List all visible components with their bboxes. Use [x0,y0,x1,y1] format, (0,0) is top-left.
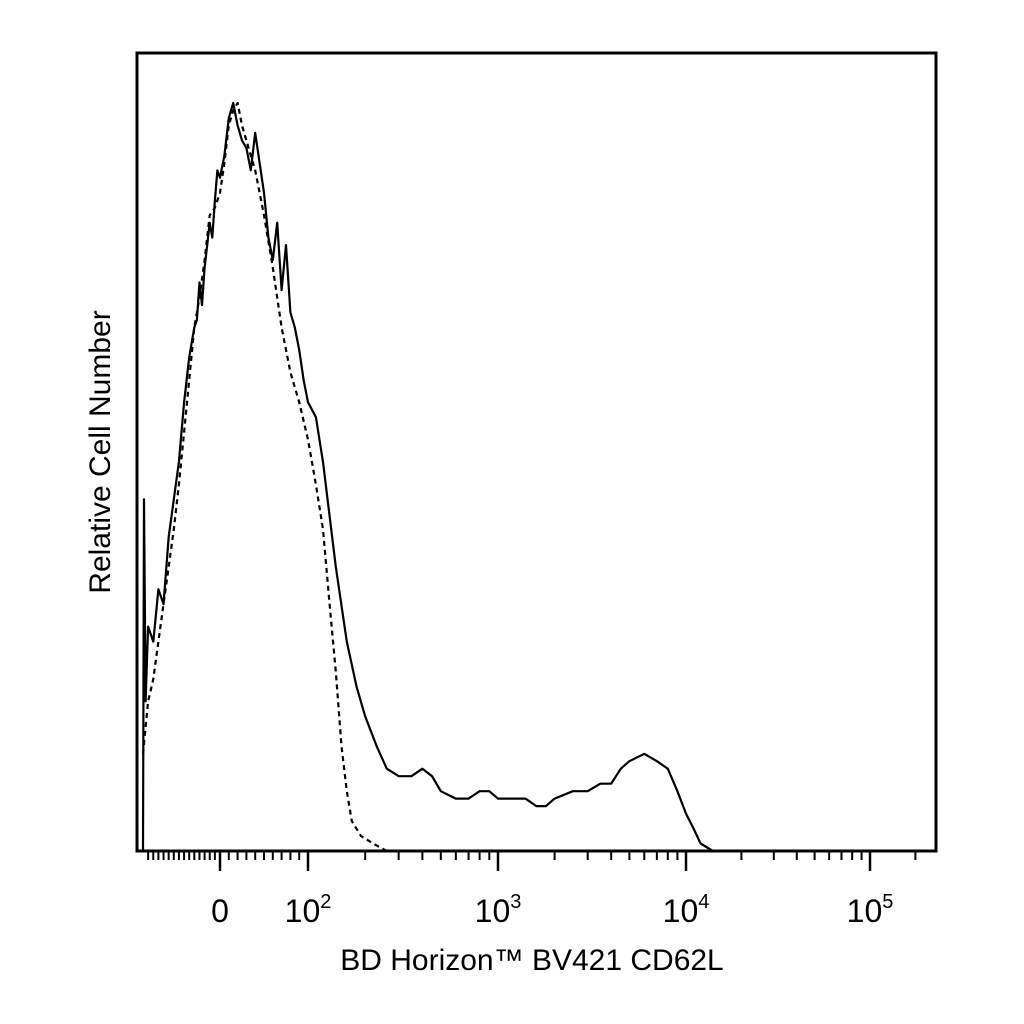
x-tick-label: 104 [663,891,710,929]
y-axis-label: Relative Cell Number [84,310,117,593]
x-tick-label: 105 [847,891,894,929]
x-tick-labels: 0 102 103 104 105 [211,891,893,929]
x-tick-label: 103 [475,891,522,929]
x-major-ticks [218,851,872,871]
x-axis-label: BD Horizon™ BV421 CD62L [340,944,724,977]
dashed-histogram-line [141,101,930,853]
solid-histogram-line [141,101,930,853]
x-tick-label: 0 [211,893,229,929]
series-layer [141,101,930,853]
x-minor-ticks [147,851,917,860]
x-tick-label: 102 [285,891,332,929]
plot-frame [135,51,938,853]
